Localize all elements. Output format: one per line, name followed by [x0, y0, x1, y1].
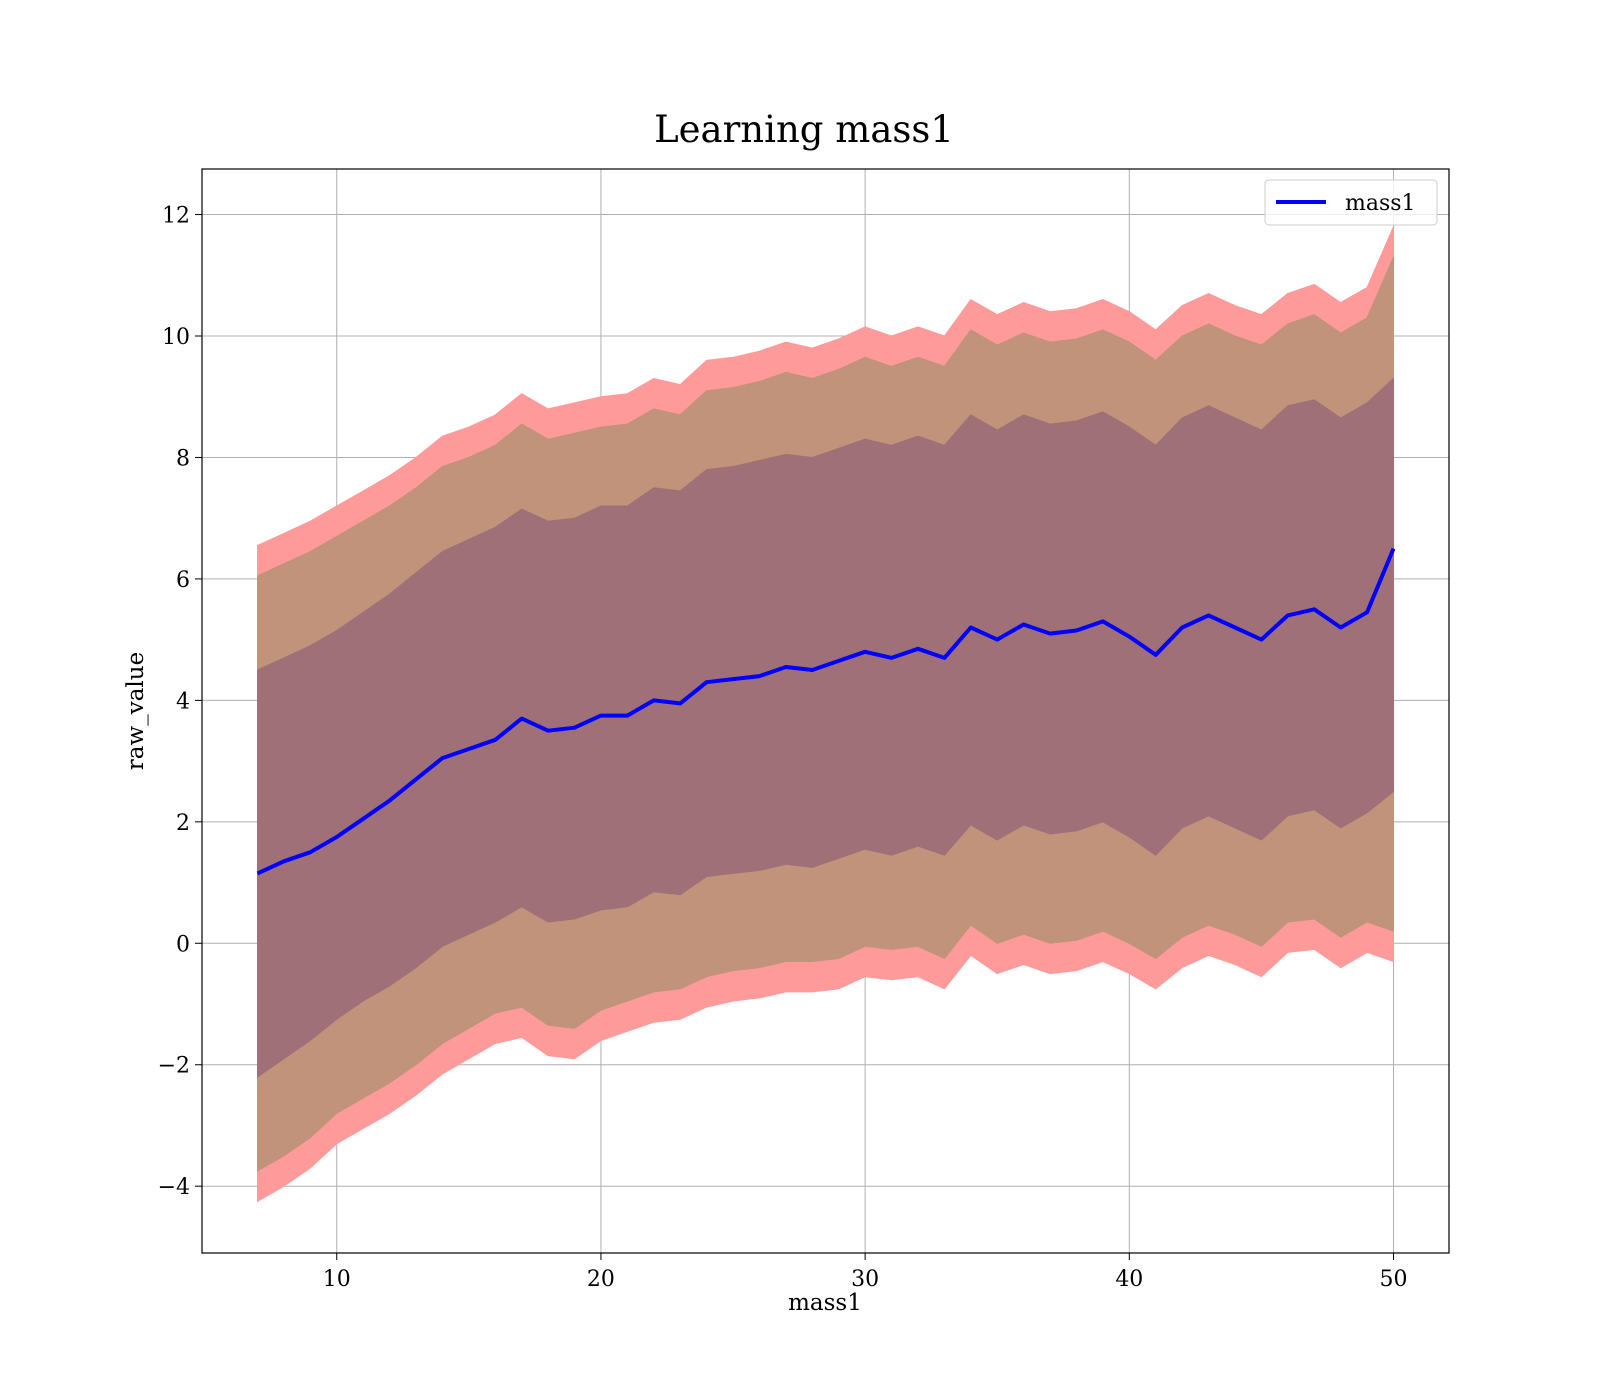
- y-tick-label: −4: [158, 1175, 190, 1200]
- y-tick-label: −2: [158, 1054, 190, 1079]
- confidence-bands: [257, 226, 1394, 1203]
- chart-title: Learning mass1: [654, 108, 954, 151]
- x-tick-label: 30: [851, 1267, 879, 1292]
- legend-box: [1264, 179, 1438, 226]
- y-tick-label: 4: [176, 689, 190, 714]
- y-tick-label: 10: [162, 325, 190, 350]
- series-lines: [256, 547, 1396, 876]
- y-tick-label: 8: [176, 446, 190, 471]
- legend-label-mass1: mass1: [1345, 191, 1416, 216]
- plot-frame: [201, 168, 1450, 1254]
- x-axis-label: mass1: [788, 1290, 862, 1316]
- x-tick-label: 40: [1115, 1267, 1143, 1292]
- y-tick-label: 12: [162, 204, 190, 229]
- series-line-mass1: [256, 547, 1396, 876]
- y-axis-label: raw_value: [123, 652, 149, 770]
- axis-ticks: 10 20 30 40 50 −4 −2 0 2 4 6 8 10 12: [158, 204, 1408, 1292]
- legend: mass1: [1264, 179, 1438, 226]
- y-tick-label: 2: [176, 811, 190, 836]
- x-tick-label: 10: [323, 1267, 351, 1292]
- x-tick-label: 20: [587, 1267, 615, 1292]
- y-tick-label: 0: [176, 932, 190, 957]
- y-tick-label: 6: [176, 568, 190, 593]
- band-inner: [257, 377, 1394, 1078]
- x-tick-label: 50: [1380, 1267, 1408, 1292]
